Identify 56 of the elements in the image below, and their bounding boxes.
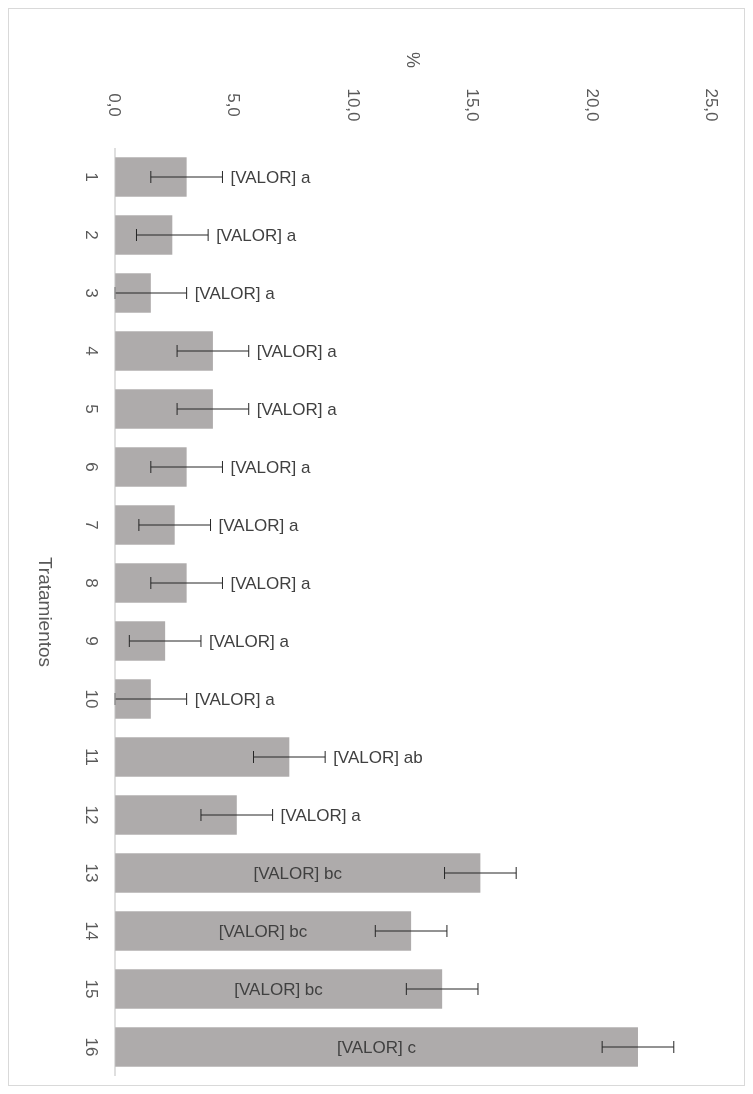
y-tick-label: 15	[82, 979, 102, 999]
bar	[115, 215, 173, 255]
data-label: [VALOR] bc	[218, 921, 308, 941]
x2-tick-label: 15,0	[463, 88, 483, 122]
bar	[115, 679, 151, 719]
bar	[115, 969, 443, 1009]
bar	[115, 621, 166, 661]
bar	[115, 331, 213, 371]
y-tick-label: 12	[82, 805, 102, 825]
x2-tick-label: 10,0	[343, 88, 363, 122]
x2-tick-label: 25,0	[702, 88, 722, 122]
y-tick-label: 16	[82, 1037, 102, 1057]
y-tick-label: 7	[82, 520, 102, 530]
data-label: [VALOR] a	[208, 631, 290, 651]
data-label: [VALOR] a	[256, 341, 338, 361]
x2-tick-label: 0,0	[105, 93, 125, 117]
data-label: [VALOR] a	[280, 805, 362, 825]
bar	[115, 505, 175, 545]
bar	[115, 563, 187, 603]
bar	[115, 389, 213, 429]
bar	[115, 737, 290, 777]
x2-tick-label: 5,0	[224, 93, 244, 117]
data-label: [VALOR] a	[230, 573, 311, 593]
x2-tick-label: 20,0	[582, 88, 602, 122]
data-label: [VALOR] a	[194, 689, 276, 709]
y-tick-label: 6	[82, 462, 102, 472]
y-tick-label: 8	[82, 578, 102, 588]
y-tick-label: 1	[82, 172, 102, 182]
bar	[115, 853, 481, 893]
data-label: [VALOR] c	[336, 1037, 417, 1057]
data-label: [VALOR] a	[230, 457, 311, 477]
data-label: [VALOR] a	[256, 399, 338, 419]
y-tick-label: 13	[82, 863, 102, 883]
y-tick-label: 14	[82, 921, 102, 941]
bar	[115, 795, 237, 835]
bar	[115, 1027, 638, 1067]
data-label: [VALOR] bc	[253, 863, 343, 883]
y-tick-label: 11	[82, 748, 102, 766]
data-label: [VALOR] ab	[333, 747, 423, 767]
x2-axis-title: %	[403, 51, 424, 69]
y-tick-label: 9	[82, 636, 102, 646]
data-label: [VALOR] a	[216, 225, 297, 245]
y-tick-label: 4	[82, 346, 102, 356]
y-tick-label: 5	[82, 404, 102, 414]
data-label: [VALOR] bc	[234, 979, 324, 999]
y-tick-label: 10	[82, 689, 102, 709]
bar	[115, 157, 187, 197]
y-tick-label: 2	[82, 230, 102, 240]
y-axis-title: Tratamientos	[35, 556, 57, 668]
bar	[115, 273, 151, 313]
data-label: [VALOR] a	[194, 283, 276, 303]
data-label: [VALOR] a	[218, 515, 300, 535]
data-label: [VALOR] a	[230, 167, 311, 187]
bar	[115, 447, 187, 487]
y-tick-label: 3	[82, 288, 102, 298]
bar	[115, 911, 412, 951]
